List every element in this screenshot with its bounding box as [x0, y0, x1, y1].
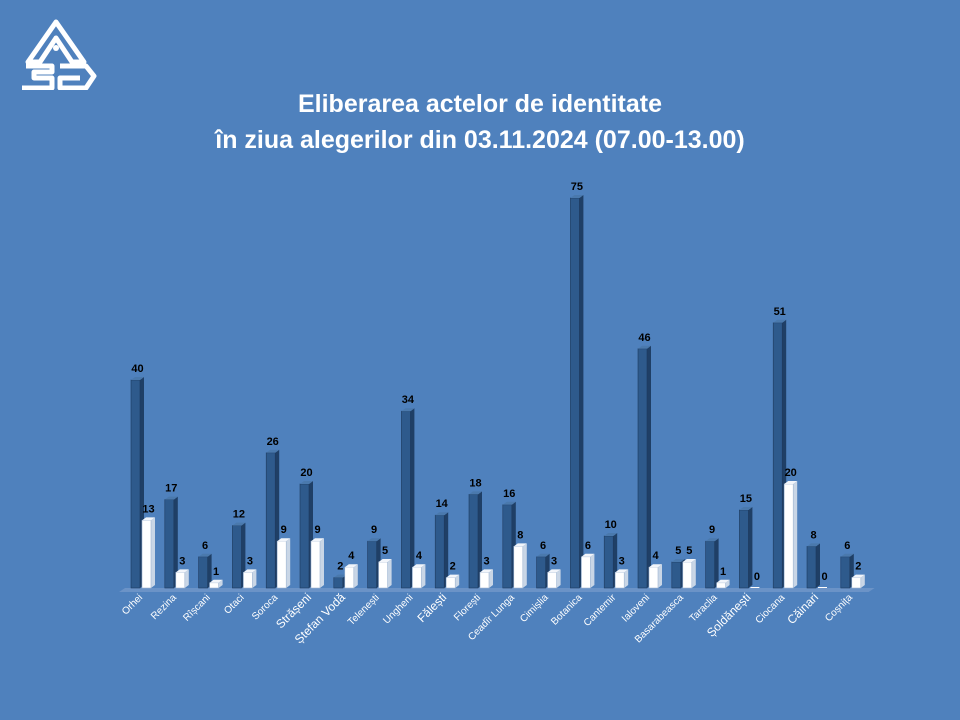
bar-series2-12 — [547, 569, 561, 589]
bar-series1-9 — [434, 512, 449, 589]
value-label-series2-3: 3 — [247, 555, 253, 567]
value-label-series1-12: 6 — [540, 540, 546, 552]
value-label-series2-8: 4 — [416, 550, 423, 562]
value-label-series1-7: 9 — [371, 524, 377, 536]
chart-title-line2: în ziua alegerilor din 03.11.2024 (07.00… — [215, 126, 745, 154]
bar-series2-4 — [276, 538, 291, 589]
category-label-12: Cimișlia — [518, 592, 551, 625]
value-label-series1-10: 18 — [469, 477, 481, 489]
value-label-series1-16: 5 — [675, 545, 681, 557]
value-label-series2-16: 5 — [686, 545, 692, 557]
category-label-1: Rezina — [149, 592, 179, 622]
bar-series2-17 — [716, 579, 730, 589]
bar-series1-18 — [739, 507, 753, 589]
value-label-series2-17: 1 — [720, 566, 726, 578]
bar-series2-8 — [412, 564, 426, 589]
value-label-series2-4: 9 — [281, 524, 287, 536]
value-label-series2-10: 3 — [483, 555, 489, 567]
value-label-series1-11: 16 — [503, 488, 515, 500]
bar-series2-6 — [344, 564, 358, 589]
value-label-series1-14: 10 — [605, 519, 617, 531]
value-label-series1-13: 75 — [571, 181, 583, 193]
value-label-series1-17: 9 — [709, 524, 715, 536]
chart-floor — [119, 588, 875, 592]
value-label-series2-20: 0 — [821, 571, 827, 583]
bar-series2-20 — [818, 587, 827, 588]
category-label-2: Rîșcani — [181, 592, 212, 623]
bar-series2-10 — [479, 569, 493, 589]
category-label-20: Căinari — [784, 590, 821, 627]
value-label-series1-1: 17 — [165, 483, 177, 495]
bar-series1-8 — [401, 408, 415, 589]
bar-series2-2 — [209, 579, 223, 589]
bar-series1-13 — [570, 195, 584, 589]
value-label-series1-21: 6 — [844, 540, 850, 552]
logo-icon — [22, 19, 97, 90]
value-label-series1-20: 8 — [810, 529, 816, 541]
value-label-series2-5: 9 — [314, 524, 320, 536]
value-label-series1-8: 34 — [402, 394, 415, 406]
value-label-series1-6: 2 — [337, 561, 343, 573]
category-label-0: Orhei — [120, 592, 145, 617]
value-label-series2-7: 5 — [382, 545, 388, 557]
value-label-series2-6: 4 — [348, 550, 355, 562]
bar-series2-18 — [750, 587, 760, 588]
category-label-9: Fălești — [414, 590, 449, 625]
value-label-series2-1: 3 — [179, 555, 185, 567]
category-label-3: Otaci — [222, 592, 246, 616]
value-label-series2-13: 6 — [585, 540, 591, 552]
value-label-series2-0: 13 — [142, 503, 154, 515]
value-label-series2-18: 0 — [754, 571, 760, 583]
bar-series2-21 — [851, 574, 865, 589]
category-label-19: Ciocana — [754, 592, 788, 626]
bar-series2-0 — [141, 517, 155, 589]
value-label-series2-14: 3 — [619, 555, 625, 567]
category-label-15: Ialoveni — [620, 592, 652, 624]
value-label-series1-19: 51 — [774, 306, 786, 318]
bar-series2-19 — [783, 481, 798, 589]
bar-series1-1 — [164, 496, 178, 589]
value-label-series2-2: 1 — [213, 566, 219, 578]
bar-series1-10 — [468, 491, 482, 589]
value-label-series2-12: 3 — [551, 555, 557, 567]
value-label-series2-9: 2 — [450, 561, 456, 573]
category-label-13: Botanica — [549, 592, 585, 628]
value-label-series2-21: 2 — [855, 561, 861, 573]
bar-series2-9 — [445, 574, 460, 589]
category-label-8: Ungheni — [381, 592, 415, 626]
category-label-21: Coșnița — [823, 592, 855, 624]
value-label-series2-15: 4 — [652, 550, 659, 562]
value-label-series2-11: 8 — [517, 529, 523, 541]
bar-series2-14 — [614, 569, 629, 589]
value-label-series1-3: 12 — [233, 509, 245, 521]
chart-title-line1: Eliberarea actelor de identitate — [297, 90, 663, 118]
chart-title: Eliberarea actelor de identitate în ziua… — [0, 86, 960, 158]
value-label-series1-0: 40 — [131, 363, 143, 375]
bar-series1-17 — [705, 538, 719, 589]
bar-series1-15 — [637, 345, 651, 589]
bar-series1-20 — [806, 543, 820, 589]
category-label-10: Florești — [452, 592, 483, 623]
value-label-series1-2: 6 — [202, 540, 208, 552]
bar-series2-5 — [310, 538, 324, 589]
bar-series2-13 — [581, 553, 595, 589]
value-label-series1-15: 46 — [638, 332, 650, 344]
bar-series2-3 — [243, 569, 257, 589]
bar-series1-4 — [265, 449, 280, 589]
bar-series2-16 — [682, 559, 696, 589]
value-label-series1-4: 26 — [267, 436, 279, 448]
category-label-14: Cantemir — [582, 592, 619, 629]
bar-series2-7 — [378, 559, 392, 589]
bar-series2-15 — [648, 564, 662, 589]
value-label-series2-19: 20 — [785, 467, 797, 479]
bar-series1-2 — [198, 553, 212, 589]
category-label-7: Telenești — [346, 592, 382, 628]
bar-series2-11 — [513, 543, 527, 589]
value-label-series1-5: 20 — [300, 467, 312, 479]
value-label-series1-9: 14 — [436, 498, 449, 510]
value-label-series1-18: 15 — [740, 493, 752, 505]
bar-series2-1 — [175, 569, 189, 589]
